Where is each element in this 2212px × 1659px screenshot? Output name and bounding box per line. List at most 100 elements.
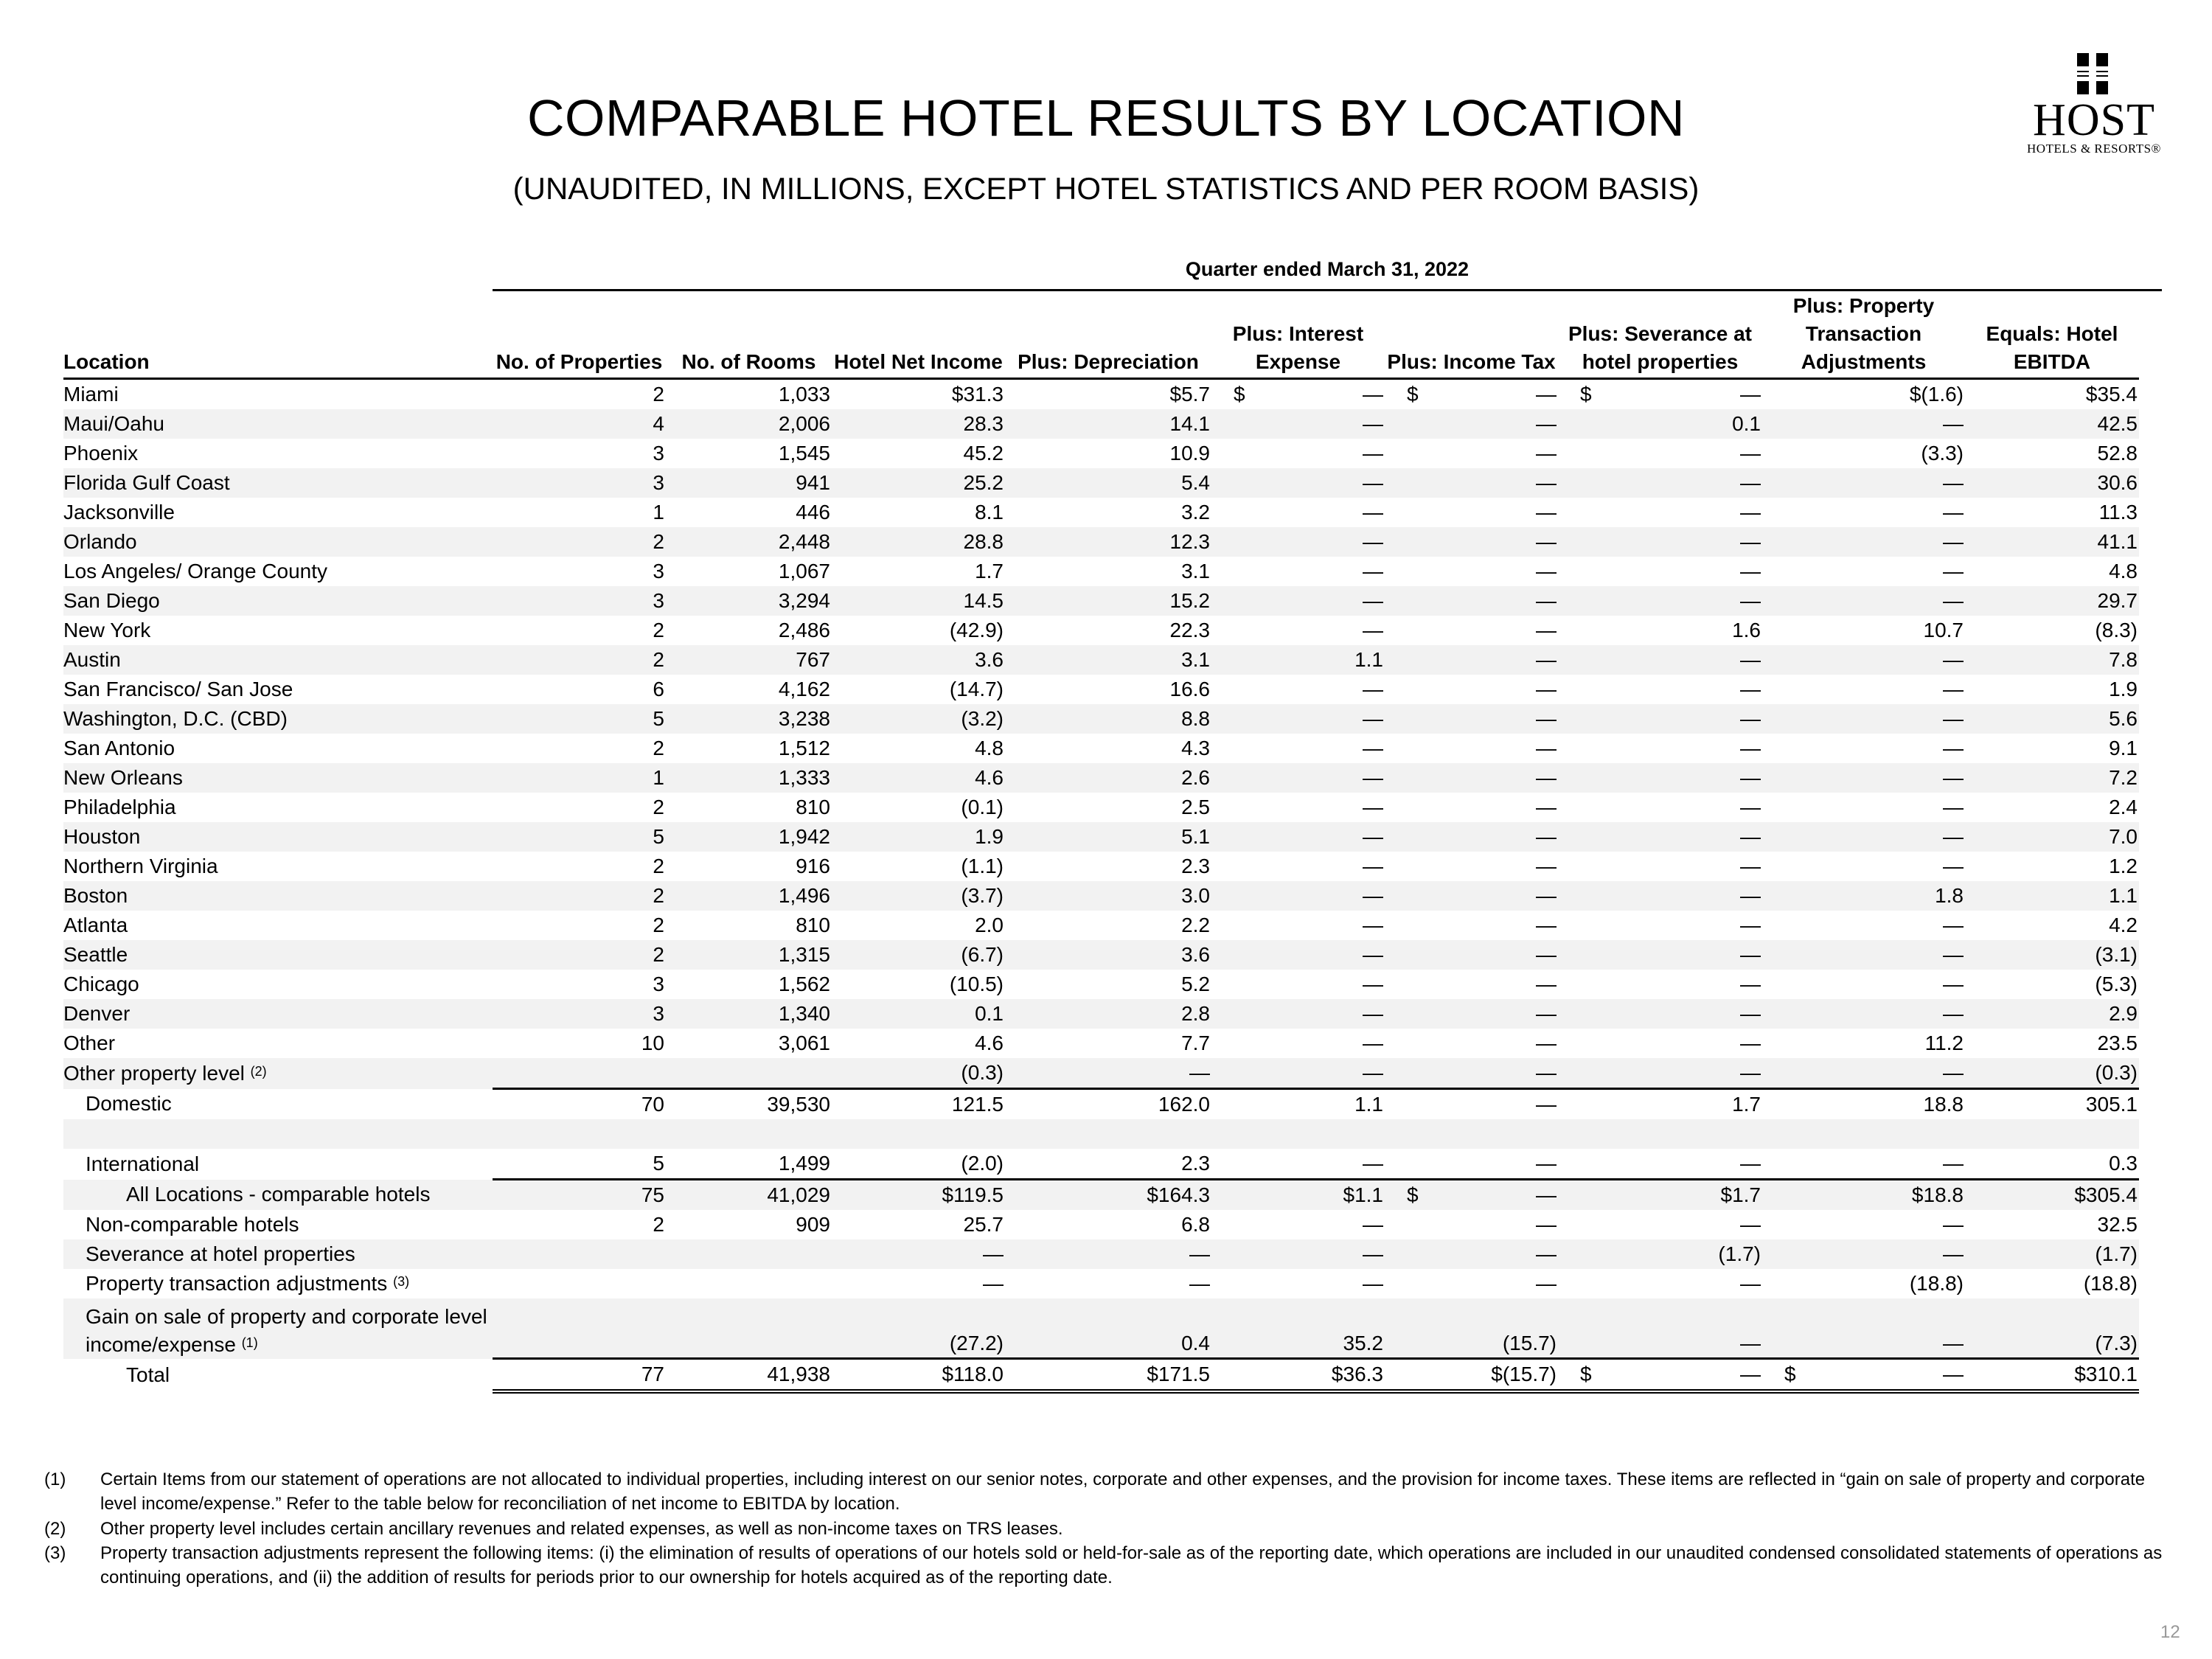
cell-value: 810 [796,796,830,818]
cell-value: — [1536,471,1557,494]
cell-value: — [1363,737,1383,759]
cell-value: — [1536,707,1557,730]
cell-tax: — [1385,1239,1558,1269]
row-label: Seattle [63,940,493,970]
cell-value: 7.7 [1181,1032,1210,1054]
cell-props: 3 [493,439,666,468]
cell-props: 3 [493,557,666,586]
cell-sev: — [1558,822,1762,852]
row-label: Severance at hotel properties [63,1239,493,1269]
cell-ebitda: (1.7) [1965,1239,2139,1269]
row-label: Gain on sale of property and corporate l… [63,1298,493,1359]
cell-net: 0.1 [832,999,1005,1029]
cell-value: — [1740,766,1761,789]
cell-value: 916 [796,855,830,877]
cell-value: 1.1 [1354,1093,1383,1116]
cell-props: 2 [493,881,666,911]
cell-sev: $1.7 [1558,1178,1762,1210]
cell-value: (3.2) [961,707,1004,730]
cell-value: — [1536,855,1557,877]
cell-rooms: 810 [666,911,832,940]
cell-value: 162.0 [1158,1093,1210,1116]
cell-sev: — [1558,1058,1762,1089]
cell-sev: — [1558,557,1762,586]
row-label-text: Maui/Oahu [63,412,164,435]
cell-rooms [666,1239,832,1269]
cell-value: 6 [653,678,664,700]
cell-value: 4.3 [1181,737,1210,759]
cell-value: 0.1 [1732,412,1761,435]
cell-net: $31.3 [832,379,1005,410]
cell-dep: 2.6 [1005,763,1211,793]
row-label: New Orleans [63,763,493,793]
cell-value: — [1363,1213,1383,1236]
cell-tax: — [1385,822,1558,852]
cell-sev: — [1558,852,1762,881]
row-label-text: Severance at hotel properties [86,1242,355,1265]
cell-value: — [1740,471,1761,494]
cell-net: 4.8 [832,734,1005,763]
footnote: (3) Property transaction adjustments repr… [44,1541,2175,1590]
cell-ebitda: (0.3) [1965,1058,2139,1089]
cell-value: $305.4 [2074,1183,2138,1206]
cell-int: — [1211,1210,1385,1239]
row-label: Chicago [63,970,493,999]
cell-value: 7.2 [2109,766,2138,789]
cell-rooms: 3,294 [666,586,832,616]
cell-value: 30.6 [2097,471,2138,494]
table-row: Domestic 70 39,530 121.5 162.0 1.1 — 1.7 18.8 305… [63,1088,2139,1119]
cell-value: — [1943,530,1964,553]
cell-value: 3,061 [778,1032,830,1054]
cell-props: 2 [493,793,666,822]
cell-value: — [1536,589,1557,612]
cell-rooms: 1,067 [666,557,832,586]
table-header-row: Location No. of Properties No. of Rooms … [63,292,2139,379]
cell-value: — [1943,737,1964,759]
cell-value: — [1943,412,1964,435]
cell-value: 1,340 [778,1002,830,1025]
cell-value: — [1363,825,1383,848]
cell-sev: — [1558,734,1762,763]
cell-int: 35.2 [1211,1298,1385,1359]
cell-value: — [1363,1152,1383,1175]
cell-props [493,1298,666,1359]
table-row: Washington, D.C. (CBD) 5 3,238 (3.2) 8.8 — — — —… [63,704,2139,734]
cell-value: — [1943,766,1964,789]
cell-int: $1.1 [1211,1178,1385,1210]
cell-value: $164.3 [1147,1183,1210,1206]
cell-ebitda: $35.4 [1965,379,2139,410]
cell-value: 32.5 [2097,1213,2138,1236]
cell-value: — [1740,1152,1761,1175]
cell-value: 35.2 [1343,1332,1384,1354]
cell-ebitda: (18.8) [1965,1269,2139,1298]
cell-value: 2.6 [1181,766,1210,789]
cell-sev: — [1558,970,1762,999]
cell-dep: 3.1 [1005,557,1211,586]
cell-value: 2 [653,648,664,671]
cell-value: (7.3) [2095,1332,2138,1354]
row-label-text: Miami [63,383,119,406]
cell-ebitda: 0.3 [1965,1149,2139,1180]
cell-int: — [1211,1149,1385,1180]
cell-tax: — [1385,911,1558,940]
cell-ebitda: 52.8 [1965,439,2139,468]
cell-rooms: 1,942 [666,822,832,852]
cell-dep: — [1005,1269,1211,1298]
row-label: Miami [63,379,493,410]
table-row: New Orleans 1 1,333 4.6 2.6 — — — — 7.2 [63,763,2139,793]
cell-sev: $ — [1558,1357,1762,1394]
cell-value: — [1363,471,1383,494]
cell-rooms: 1,562 [666,970,832,999]
cell-value: — [1536,1183,1557,1206]
row-label-text: Denver [63,1002,131,1025]
cell-value: 2,486 [778,619,830,641]
cell-value: — [1943,914,1964,936]
row-label-text: Boston [63,884,128,907]
cell-adj: $18.8 [1762,1178,1965,1210]
cell-value: 1.2 [2109,855,2138,877]
cell-tax: — [1385,645,1558,675]
cell-value: 2.4 [2109,796,2138,818]
cell-value: — [1740,1002,1761,1025]
cell-int: $36.3 [1211,1357,1385,1394]
cell-value: 0.3 [2109,1152,2138,1175]
